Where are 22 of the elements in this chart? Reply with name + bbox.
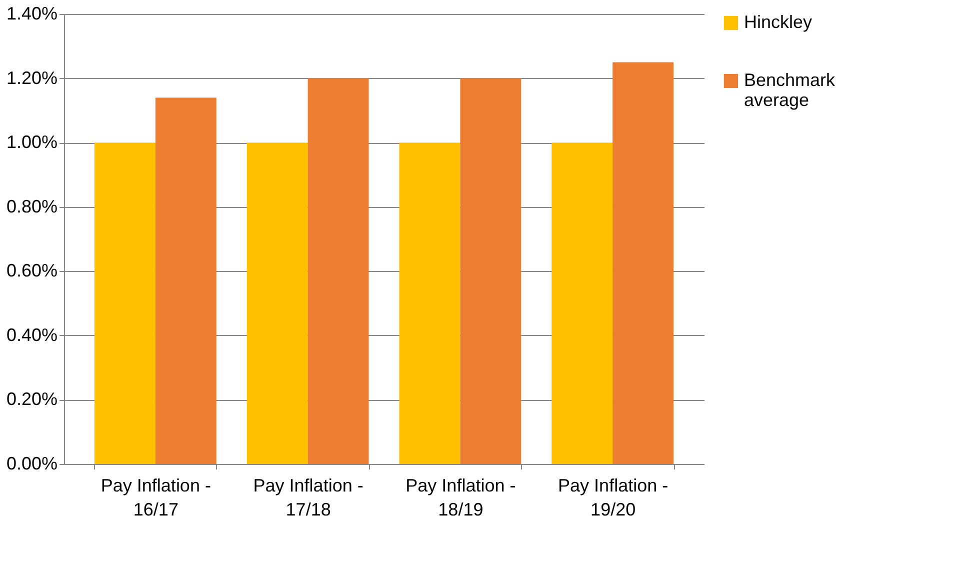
bar — [552, 142, 613, 464]
bar — [155, 98, 216, 464]
bar — [612, 62, 674, 464]
y-tick-label: 0.60% — [6, 260, 58, 281]
bar — [308, 78, 369, 464]
bar — [94, 142, 156, 464]
y-tick-label: 0.40% — [6, 324, 58, 345]
x-tick-label: Pay Inflation - 17/18 — [253, 476, 364, 520]
legend-label: Benchmark average — [744, 70, 836, 110]
y-tick-label: 1.20% — [6, 68, 58, 88]
legend-label: Hinckley — [744, 12, 812, 32]
y-tick-label: 0.20% — [6, 389, 58, 410]
bar — [460, 78, 522, 464]
y-tick-label: 1.40% — [6, 4, 58, 24]
x-tick-label: Pay Inflation - 16/17 — [100, 476, 211, 520]
bar — [246, 142, 308, 464]
y-tick-label: 0.80% — [6, 196, 58, 216]
bar — [399, 142, 460, 464]
x-tick-label: Pay Inflation - 18/19 — [406, 476, 516, 520]
x-tick-label: Pay Inflation - 19/20 — [558, 476, 668, 520]
y-tick-label: 1.00% — [6, 132, 58, 152]
y-tick-label: 0.00% — [6, 454, 58, 474]
